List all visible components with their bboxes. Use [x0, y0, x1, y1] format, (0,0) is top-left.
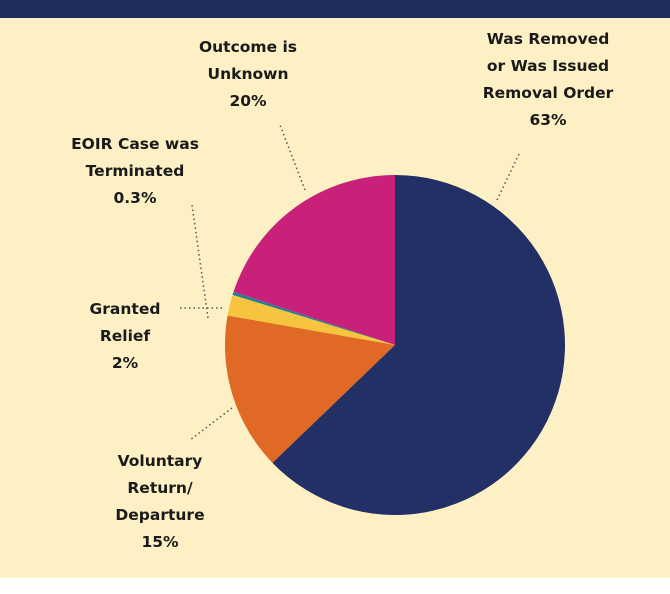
pie-slice — [232, 291, 395, 345]
header-bar — [0, 0, 670, 18]
slice-value: 15% — [141, 533, 179, 551]
slice-value: 20% — [229, 92, 267, 110]
slice-name: Voluntary Return/ Departure — [115, 452, 205, 524]
slice-name: Outcome is Unknown — [198, 38, 298, 83]
slice-name: EOIR Case was Terminated — [71, 135, 199, 180]
slice-label: Granted Relief 2% — [15, 296, 235, 377]
leader-line — [189, 407, 233, 441]
slice-value: 63% — [529, 111, 567, 129]
leader-line — [191, 204, 209, 319]
slice-label: Voluntary Return/ Departure 15% — [50, 448, 270, 556]
leader-line — [279, 124, 306, 191]
pie-slice — [233, 175, 395, 345]
slice-label: EOIR Case was Terminated 0.3% — [25, 131, 245, 212]
slice-label: Outcome is Unknown 20% — [138, 34, 358, 115]
pie-slice — [224, 315, 395, 463]
slice-label: Was Removed or Was Issued Removal Order 6… — [438, 26, 658, 134]
slice-name: Granted Relief — [89, 300, 161, 345]
slice-name: Was Removed or Was Issued Removal Order — [482, 30, 614, 102]
pie-slice — [272, 175, 565, 515]
pie-slice — [227, 294, 395, 345]
slice-value: 0.3% — [113, 189, 157, 207]
leader-line — [496, 151, 521, 201]
slice-value: 2% — [111, 354, 139, 372]
